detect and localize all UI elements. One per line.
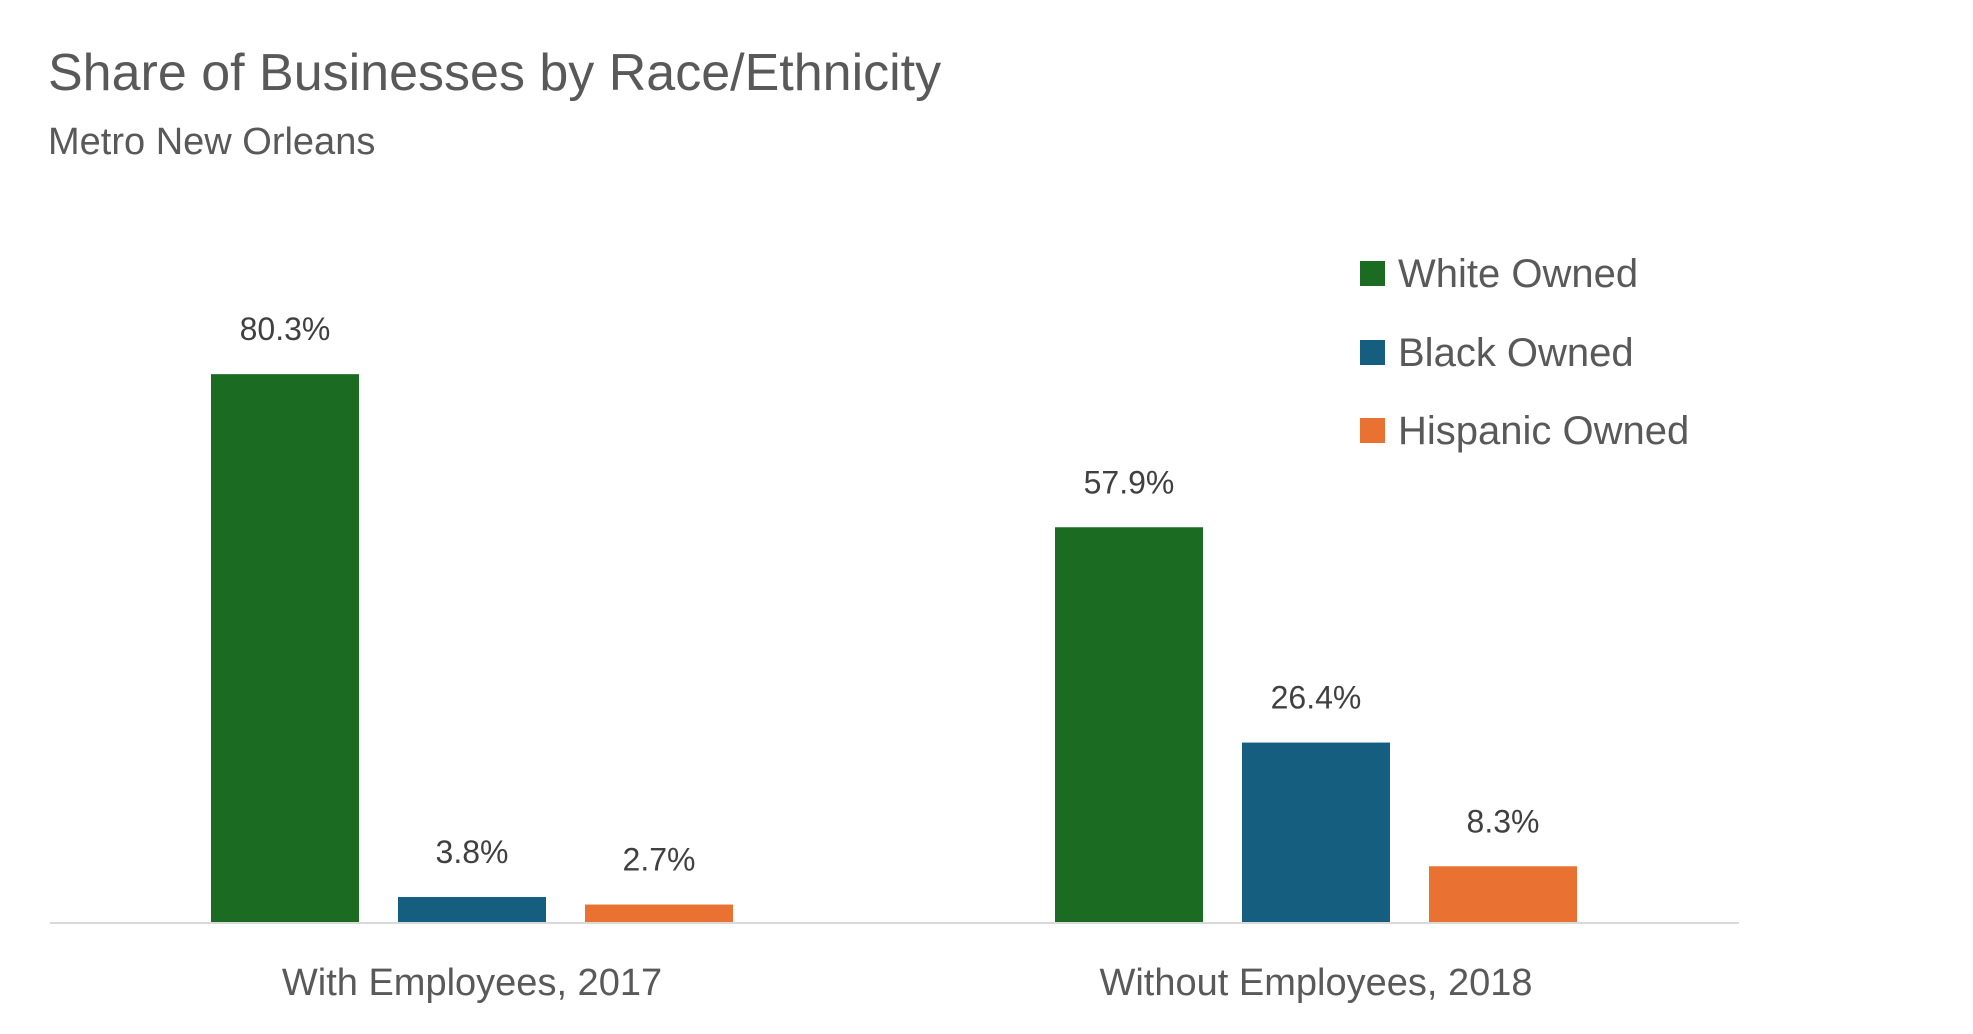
data-label: 8.3% — [1467, 803, 1540, 839]
x-tick-label: With Employees, 2017 — [282, 962, 662, 1004]
bar-hispanic-owned — [585, 904, 733, 923]
bar-white-owned — [1055, 527, 1203, 923]
bar-hispanic-owned — [1429, 866, 1577, 923]
x-tick-label: Without Employees, 2018 — [1099, 962, 1532, 1004]
data-label: 57.9% — [1084, 464, 1175, 500]
bar-white-owned — [211, 374, 359, 923]
legend-swatch — [1360, 340, 1385, 365]
legend-label: Black Owned — [1398, 331, 1634, 375]
data-label: 3.8% — [436, 834, 509, 870]
legend: White Owned Black Owned Hispanic Owned — [1360, 252, 1689, 453]
chart-subtitle: Metro New Orleans — [48, 121, 375, 163]
legend-swatch — [1360, 418, 1385, 443]
data-label: 80.3% — [240, 311, 331, 347]
data-label: 26.4% — [1271, 680, 1362, 716]
legend-label: Hispanic Owned — [1398, 409, 1689, 453]
data-label: 2.7% — [623, 842, 696, 878]
chart-title: Share of Businesses by Race/Ethnicity — [48, 44, 941, 102]
legend-swatch — [1360, 261, 1385, 286]
bar-black-owned — [1242, 742, 1390, 923]
legend-label: White Owned — [1398, 252, 1638, 296]
bar-black-owned — [398, 897, 546, 923]
